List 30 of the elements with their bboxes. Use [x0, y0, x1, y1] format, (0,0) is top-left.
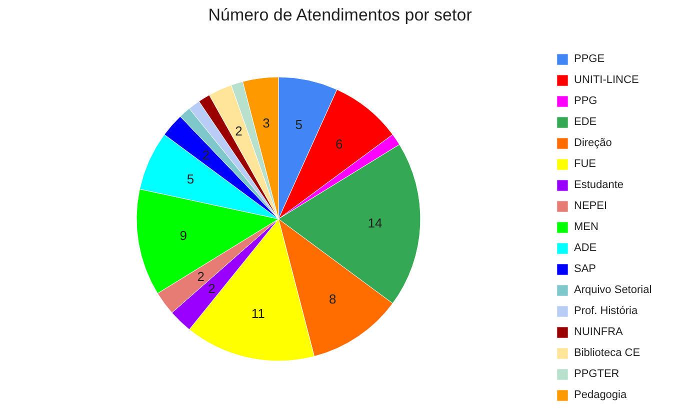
- data-label: 5: [295, 117, 302, 132]
- data-label: 6: [336, 136, 343, 152]
- data-label: 2: [208, 281, 216, 296]
- data-label: 14: [368, 216, 382, 231]
- legend-label: NEPEI: [574, 199, 608, 213]
- legend-label: MEN: [574, 220, 598, 234]
- legend-label: Prof. História: [574, 304, 638, 318]
- legend-label: Direção: [574, 136, 612, 150]
- data-label: 11: [251, 306, 265, 321]
- legend-label: Biblioteca CE: [574, 346, 640, 360]
- legend-label: PPGTER: [574, 367, 620, 381]
- legend-label: PPGE: [574, 52, 605, 66]
- legend-label: EDE: [574, 115, 597, 129]
- data-label: 5: [186, 172, 194, 187]
- data-label: 2: [197, 268, 204, 284]
- data-label: 2: [235, 123, 242, 138]
- data-label: 3: [262, 116, 270, 131]
- data-label: 9: [180, 228, 187, 243]
- legend-label: UNITI-LINCE: [574, 73, 639, 87]
- legend-label: ADE: [574, 241, 597, 255]
- legend-label: Estudante: [574, 178, 624, 192]
- legend-label: Arquivo Setorial: [574, 283, 652, 297]
- legend-label: FUE: [574, 157, 596, 171]
- legend-label: PPG: [574, 94, 598, 108]
- data-label: 8: [328, 291, 336, 306]
- legend-label: SAP: [574, 262, 596, 276]
- data-label: 2: [202, 148, 210, 163]
- legend-label: Pedagogia: [574, 388, 627, 402]
- chart-title: Número de Atendimentos por setor: [208, 6, 472, 24]
- legend-label: NUINFRA: [574, 325, 623, 339]
